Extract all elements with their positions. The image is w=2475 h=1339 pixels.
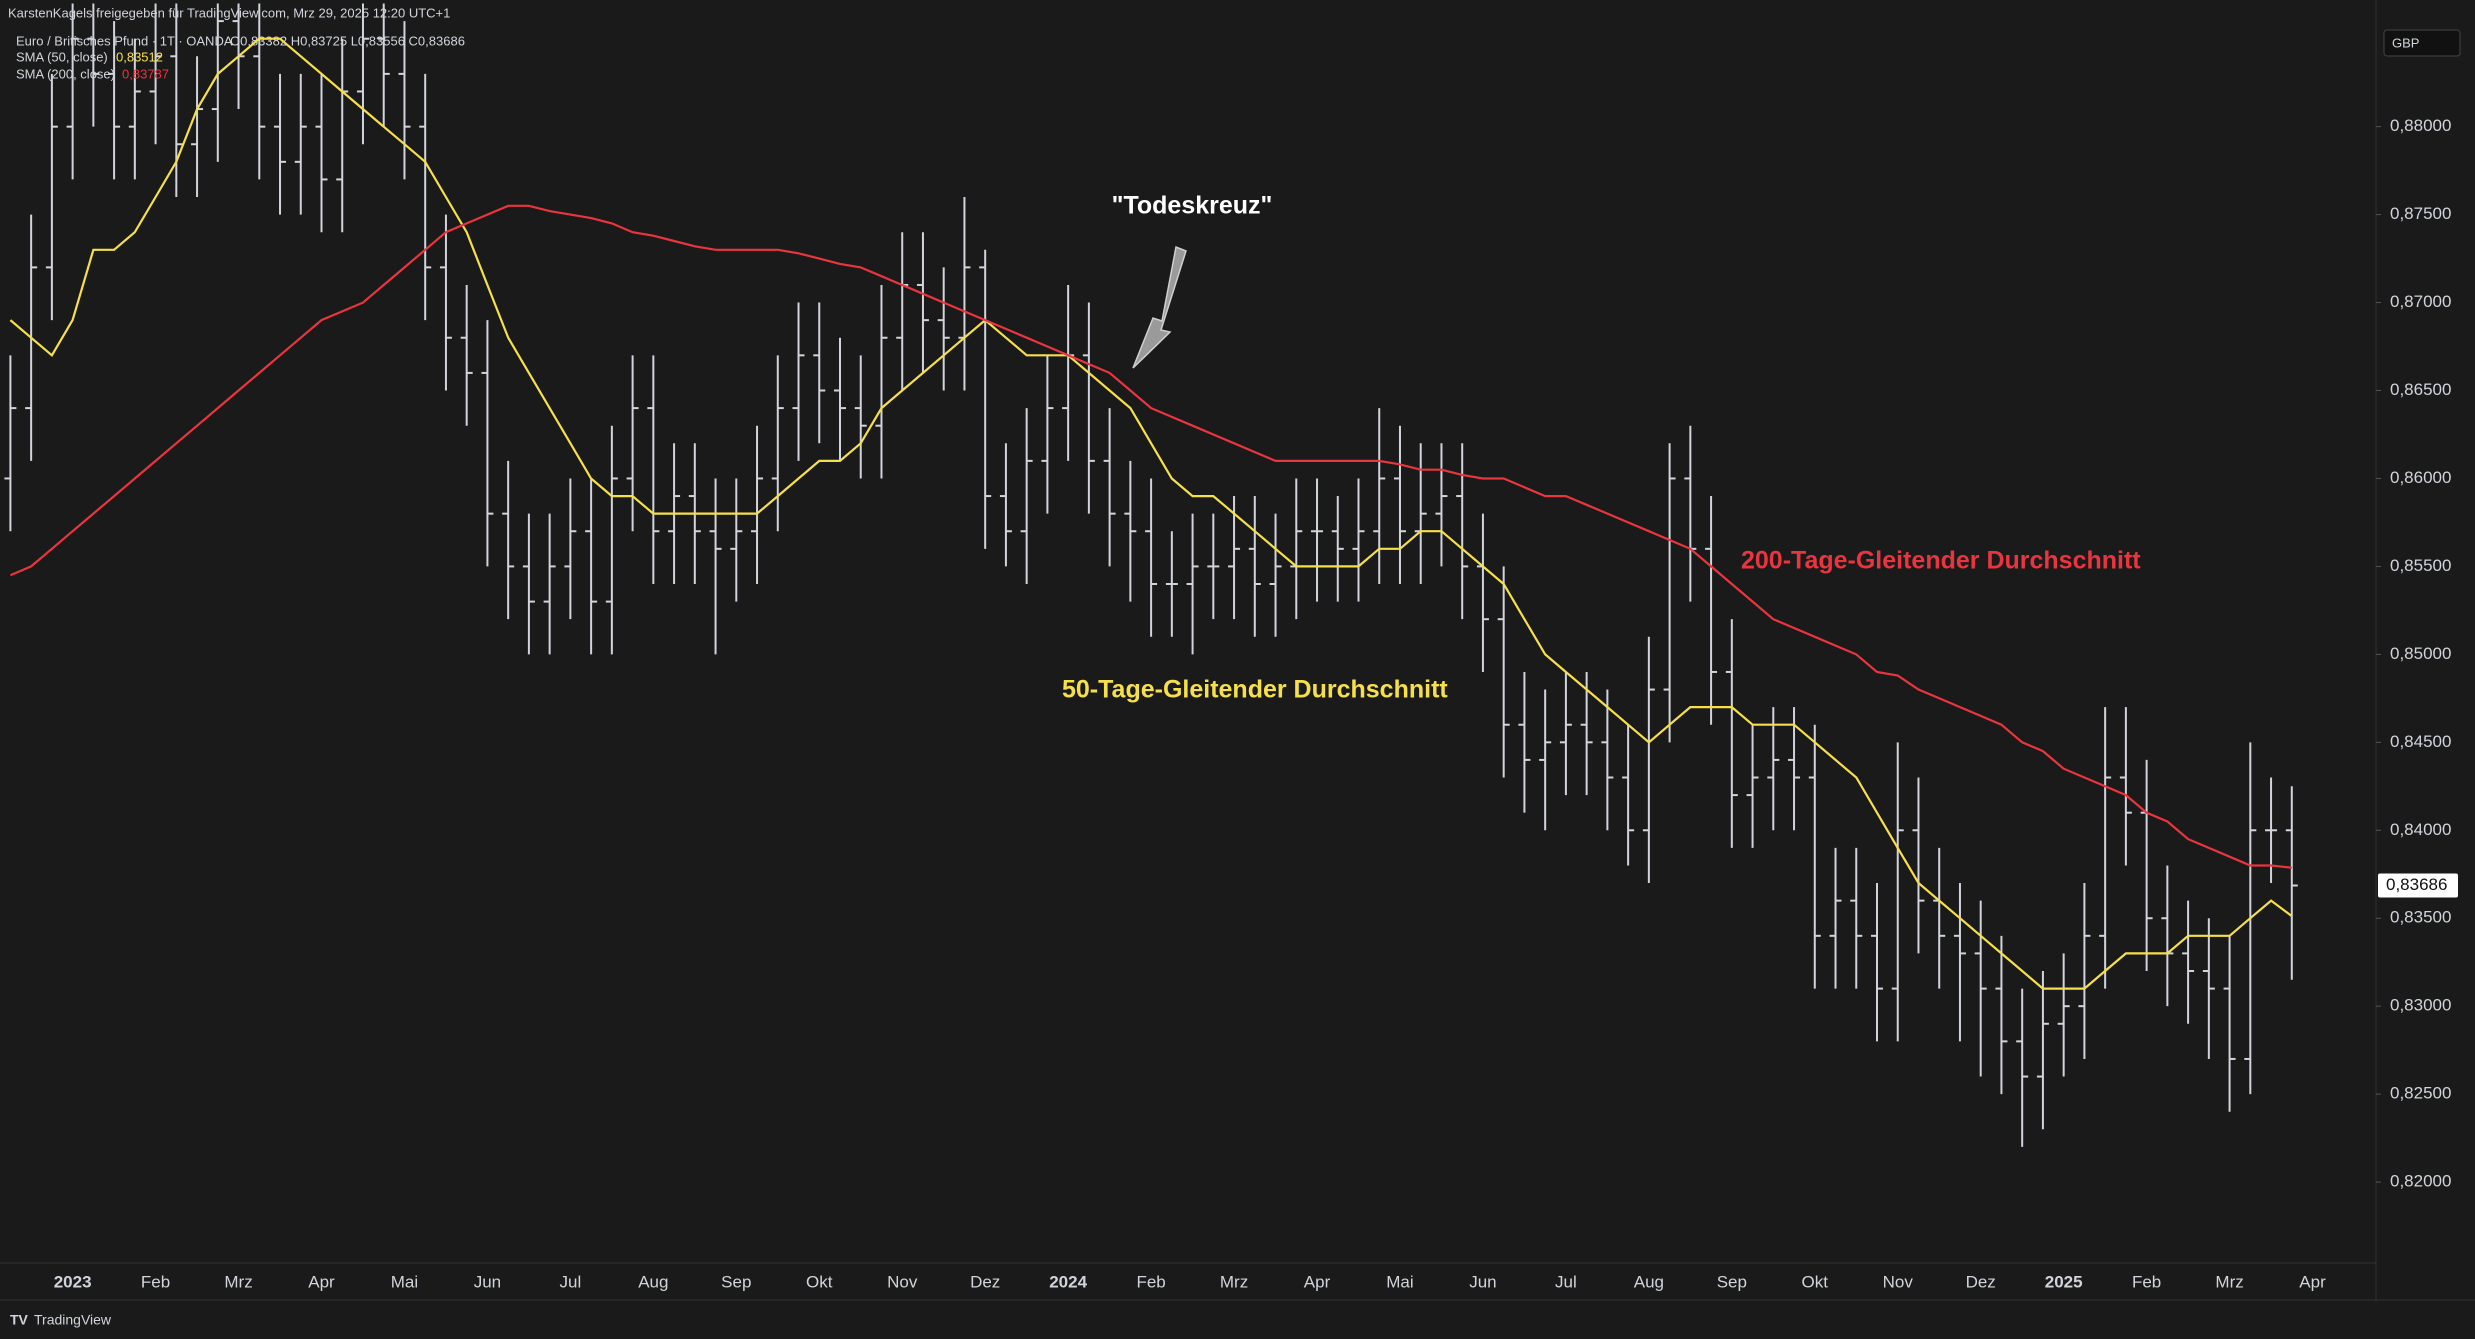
x-tick-label: Jun xyxy=(474,1272,501,1291)
x-tick-label: Sep xyxy=(1717,1272,1747,1291)
y-tick-label: 0,87500 xyxy=(2390,204,2451,223)
x-tick-label: Sep xyxy=(721,1272,751,1291)
y-tick-label: 0,83000 xyxy=(2390,996,2451,1015)
x-tick-label: Mai xyxy=(1386,1272,1413,1291)
x-tick-label: Okt xyxy=(806,1272,833,1291)
y-tick-label: 0,83500 xyxy=(2390,908,2451,927)
x-tick-label: Nov xyxy=(887,1272,918,1291)
x-tick-label: Jun xyxy=(1469,1272,1496,1291)
y-tick-label: 0,87000 xyxy=(2390,292,2451,311)
x-tick-label: Okt xyxy=(1802,1272,1829,1291)
legend-label: SMA (200, close) xyxy=(16,66,115,81)
footer-logo: TV xyxy=(10,1312,29,1328)
x-tick-label: Feb xyxy=(2132,1272,2161,1291)
x-tick-label: Dez xyxy=(970,1272,1000,1291)
y-tick-label: 0,84000 xyxy=(2390,820,2451,839)
x-tick-label: Apr xyxy=(1304,1272,1331,1291)
attribution: KarstenKagels freigegeben für TradingVie… xyxy=(8,5,450,20)
y-tick-label: 0,86000 xyxy=(2390,468,2451,487)
x-tick-label: Aug xyxy=(638,1272,668,1291)
x-tick-label: Mrz xyxy=(224,1272,252,1291)
x-tick-label: Nov xyxy=(1883,1272,1914,1291)
price-tag-label: 0,83686 xyxy=(2386,875,2447,894)
currency: GBP xyxy=(2392,35,2419,50)
x-tick-label: 2023 xyxy=(54,1272,92,1291)
footer: TradingView xyxy=(34,1312,112,1328)
x-tick-label: Feb xyxy=(1136,1272,1165,1291)
x-tick-label: 2025 xyxy=(2045,1272,2083,1291)
x-tick-label: Mai xyxy=(391,1272,418,1291)
x-tick-label: Mrz xyxy=(1220,1272,1248,1291)
x-tick-label: Jul xyxy=(560,1272,582,1291)
y-tick-label: 0,85500 xyxy=(2390,556,2451,575)
x-tick-label: Apr xyxy=(2299,1272,2326,1291)
footer-icon: TV xyxy=(10,1312,29,1328)
legend-value: 0,83512 xyxy=(116,49,163,64)
x-tick-label: Feb xyxy=(141,1272,170,1291)
annotation: "Todeskreuz" xyxy=(1112,192,1273,220)
y-tick-label: 0,85000 xyxy=(2390,644,2451,663)
annotation: 50-Tage-Gleitender Durchschnitt xyxy=(1062,676,1448,704)
x-tick-label: Jul xyxy=(1555,1272,1577,1291)
y-tick-label: 0,82500 xyxy=(2390,1084,2451,1103)
y-tick-label: 0,82000 xyxy=(2390,1172,2451,1191)
currency-box xyxy=(2383,29,2461,57)
sma-line xyxy=(9,37,2293,990)
legend-value: 0,83787 xyxy=(122,66,169,81)
legend-label: SMA (50, close) xyxy=(16,49,108,64)
annotation-arrow xyxy=(1132,245,1187,369)
annotation: 200-Tage-Gleitender Durchschnitt xyxy=(1741,547,2141,575)
y-tick-label: 0,86500 xyxy=(2390,380,2451,399)
x-tick-label: Aug xyxy=(1634,1272,1664,1291)
price-tag xyxy=(2378,873,2458,898)
symbol-title: Euro / Britisches Pfund · 1T · OANDA xyxy=(16,33,233,48)
x-tick-label: Apr xyxy=(308,1272,335,1291)
ohlc-legend: O0,83382 H0,83725 L0,83556 C0,83686 xyxy=(230,33,465,48)
x-tick-label: 2024 xyxy=(1049,1272,1087,1291)
sma-line xyxy=(9,204,2292,869)
x-tick-label: Mrz xyxy=(2215,1272,2243,1291)
y-tick-label: 0,84500 xyxy=(2390,732,2451,751)
y-tick-label: 0,88000 xyxy=(2390,116,2451,135)
x-tick-label: Dez xyxy=(1966,1272,1996,1291)
